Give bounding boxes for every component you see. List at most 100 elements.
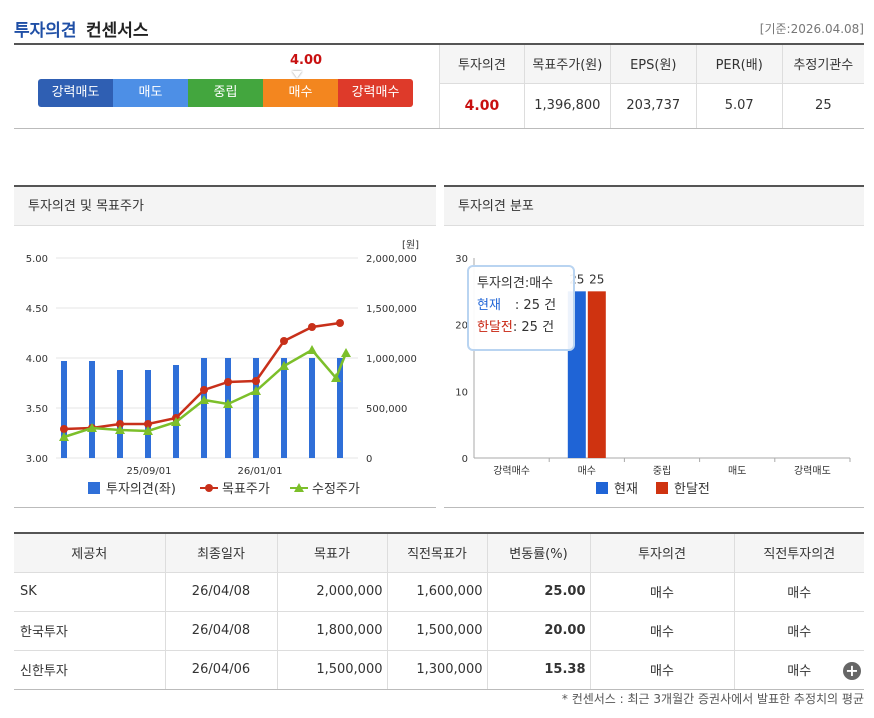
legend-target-marker <box>205 484 213 492</box>
cell-target: 1,500,000 <box>276 650 387 690</box>
panel-title: 투자의견 분포 <box>444 187 864 226</box>
cell-prev-target: 1,600,000 <box>386 572 487 612</box>
table-header: 투자의견 <box>589 533 734 573</box>
gauge-value: 4.00 <box>290 53 323 68</box>
adjusted-price-point <box>251 386 261 395</box>
tooltip-row-current: 현재: 25 건 <box>477 295 565 317</box>
opinion-price-chart: 3.00 3.50 4.00 4.50 5.00 0 500,000 1,000,000 1,5… <box>26 239 419 497</box>
adjusted-price-point <box>307 345 317 354</box>
right-tick-label: 500,000 <box>366 404 407 415</box>
adjusted-price-point <box>87 423 97 432</box>
opinion-bar <box>337 358 343 458</box>
cell-provider: 신한투자 <box>14 650 165 690</box>
cell-prev-opinion: 매수 <box>733 572 864 612</box>
category-label: 매수 <box>578 465 596 477</box>
table-header: 변동률(%) <box>486 533 590 573</box>
gauge-neutral: 중립 <box>188 79 263 107</box>
summary-institution-count: 25 <box>781 83 864 128</box>
x-tick-label: 25/09/01 <box>127 466 172 477</box>
y-tick-label: 30 <box>455 254 468 265</box>
legend-month-ago-label: 한달전 <box>674 482 710 497</box>
table-header: 직전목표가 <box>386 533 487 573</box>
footnote: * 컨센서스 : 최근 3개월간 증권사에서 발표한 추정치의 평균 <box>561 692 864 706</box>
adjusted-price-point <box>171 417 181 426</box>
tooltip-current-label: 현재 <box>477 298 501 313</box>
target-price-point <box>144 420 152 428</box>
cell-prev-opinion: 매수 <box>733 650 864 690</box>
summary-header: 목표주가(원) <box>523 45 611 84</box>
left-tick-label: 4.00 <box>26 354 48 365</box>
opinion-bar <box>117 370 123 458</box>
right-tick-label: 1,500,000 <box>366 304 417 315</box>
summary-per: 5.07 <box>695 83 783 128</box>
right-tick-label: 0 <box>366 454 372 465</box>
y-tick-label: 10 <box>455 387 468 398</box>
target-price-point <box>60 425 68 433</box>
cell-change: 25.00 <box>486 572 590 612</box>
adjusted-price-point <box>115 425 125 434</box>
distribution-bar <box>587 291 606 458</box>
bar-data-label: 25 <box>589 272 604 286</box>
panel-title: 투자의견 및 목표주가 <box>14 187 436 226</box>
opinion-bar <box>309 358 315 458</box>
cell-prev-target: 1,500,000 <box>386 611 487 651</box>
opinion-bar <box>253 358 259 458</box>
chart-tooltip: 투자의견:매수 현재: 25 건 한달전: 25 건 <box>467 265 575 351</box>
more-plus-icon[interactable]: + <box>843 662 861 680</box>
category-label: 강력매도 <box>794 465 831 477</box>
target-price-point <box>336 319 344 327</box>
category-label: 매도 <box>728 465 746 477</box>
category-label: 강력매수 <box>493 465 530 477</box>
legend-current-label: 현재 <box>614 482 638 497</box>
gauge-strong-buy: 강력매수 <box>338 79 413 107</box>
opinion-bar <box>89 361 95 458</box>
tooltip-title: 투자의견:매수 <box>477 276 554 291</box>
summary-header: 투자의견 <box>439 45 525 84</box>
cell-target: 2,000,000 <box>276 572 387 612</box>
summary-table: 투자의견 목표주가(원) EPS(원) PER(배) 추정기관수 4.00 1,… <box>439 45 864 128</box>
legend-opinion-swatch <box>88 482 100 494</box>
adjusted-price-point <box>223 399 233 408</box>
cell-opinion: 매수 <box>589 650 734 690</box>
y-tick-label: 0 <box>462 454 468 465</box>
target-price-point <box>252 377 260 385</box>
table-header: 직전투자의견 <box>733 533 864 573</box>
cell-date: 26/04/08 <box>164 572 277 612</box>
target-price-point <box>224 378 232 386</box>
right-tick-label: 2,000,000 <box>366 254 417 265</box>
header-divider <box>14 43 864 45</box>
adjusted-price-line <box>63 348 348 439</box>
cell-opinion: 매수 <box>589 572 734 612</box>
adjusted-price-point <box>331 373 341 382</box>
left-tick-label: 4.50 <box>26 304 48 315</box>
table-row: SK 26/04/08 2,000,000 1,600,000 25.00 매수… <box>14 572 864 612</box>
left-tick-label: 3.50 <box>26 404 48 415</box>
table-header: 목표가 <box>276 533 387 573</box>
summary-target-price: 1,396,800 <box>523 83 611 128</box>
table-row: 한국투자 26/04/08 1,800,000 1,500,000 20.00 … <box>14 611 864 651</box>
adjusted-price-point <box>341 348 351 357</box>
cell-opinion: 매수 <box>589 611 734 651</box>
adjusted-price-point <box>279 361 289 370</box>
gauge-buy: 매수 <box>263 79 338 107</box>
legend-current-swatch <box>596 482 608 494</box>
legend-opinion-label: 투자의견(좌) <box>106 482 176 497</box>
legend-adjusted-label: 수정주가 <box>312 482 360 497</box>
left-tick-label: 5.00 <box>26 254 48 265</box>
cell-provider: SK <box>14 572 165 612</box>
section-title: 투자의견 <box>14 21 77 41</box>
gauge-marker-icon <box>292 71 302 78</box>
table-header: 제공처 <box>14 533 165 573</box>
target-price-point <box>280 337 288 345</box>
legend-month-ago-swatch <box>656 482 668 494</box>
opinion-bar <box>281 358 287 458</box>
tooltip-month-ago-value: : 25 건 <box>512 320 555 335</box>
cell-prev-target: 1,300,000 <box>386 650 487 690</box>
adjusted-price-point <box>59 432 69 441</box>
category-label: 중립 <box>653 464 671 477</box>
opinion-bar <box>145 370 151 458</box>
cell-date: 26/04/08 <box>164 611 277 651</box>
summary-eps: 203,737 <box>609 83 697 128</box>
x-tick-label: 26/01/01 <box>238 466 283 477</box>
opinion-price-panel: 투자의견 및 목표주가 3.00 3.50 4.00 4.50 5.00 0 500,000… <box>14 185 436 508</box>
